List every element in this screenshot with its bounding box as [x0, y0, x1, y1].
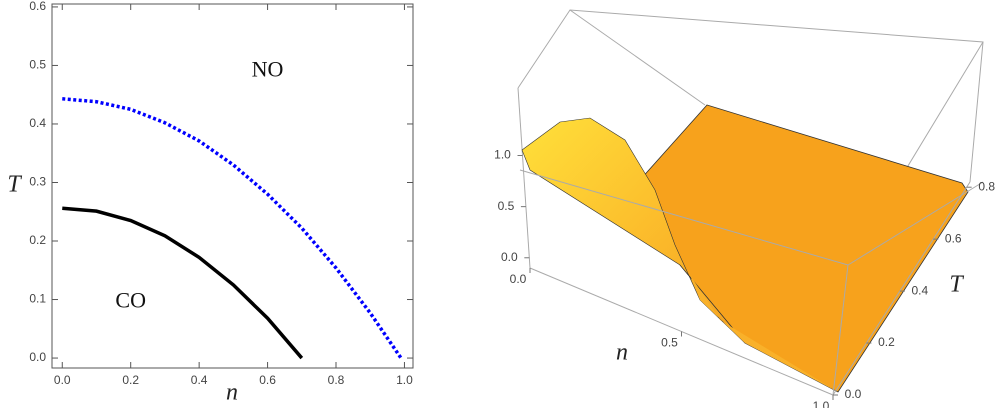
x-tick-label: 1.0 [396, 373, 413, 387]
tick-label: 0.5 [498, 199, 515, 213]
x-tick-label: 0.0 [54, 373, 71, 387]
tick-label: 0.8 [978, 179, 995, 193]
y-tick-label: 0.1 [29, 292, 46, 306]
x-axis-label: n [616, 340, 628, 366]
y-tick-label: 0.2 [29, 233, 46, 247]
box-edge [569, 9, 706, 106]
box-edge [517, 87, 531, 269]
region-label: NO [252, 56, 284, 81]
x-tick-label: 0.8 [328, 373, 345, 387]
y-axis-label: T [949, 272, 964, 298]
x-tick-label: 0.6 [259, 373, 276, 387]
y-axis-label: T [7, 172, 22, 198]
region-label: CO [115, 288, 146, 313]
surface-hump [521, 117, 746, 344]
box-edge [832, 181, 971, 396]
tick-label: 1.0 [494, 148, 511, 162]
tick-label: 0.0 [510, 272, 527, 286]
box-edge [519, 169, 849, 266]
y-tick-label: 0.0 [29, 350, 46, 364]
line-series [62, 206, 304, 360]
tick-label: 0.4 [911, 283, 928, 297]
x-tick-label: 0.4 [191, 373, 208, 387]
plot-frame [51, 3, 414, 369]
tick-label: 1.0 [813, 399, 830, 408]
surface-box [517, 9, 984, 396]
box-edge [832, 264, 849, 396]
y-tick-label: 0.5 [29, 58, 46, 72]
tick-label: 0.2 [878, 335, 895, 349]
tick-label: 0.5 [661, 336, 678, 350]
y-tick-label: 0.4 [29, 116, 46, 130]
x-axis-label: n [226, 380, 238, 406]
tick-label: 0.0 [501, 250, 518, 264]
tick-label: 0.0 [845, 387, 862, 401]
line-series [62, 97, 403, 360]
x-tick-label: 0.2 [122, 373, 139, 387]
box-edge [847, 181, 984, 266]
y-tick-label: 0.6 [29, 0, 46, 13]
y-tick-label: 0.3 [29, 175, 46, 189]
box-edge [517, 9, 984, 183]
tick-label: 0.6 [945, 231, 962, 245]
